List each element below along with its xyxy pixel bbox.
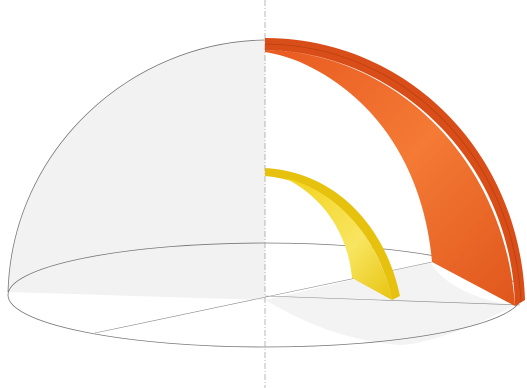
orange-edge [264, 43, 522, 303]
dome-outline [7, 39, 266, 293]
yellow-face [285, 178, 392, 300]
floor-shade [265, 262, 515, 345]
orange-face [265, 50, 515, 306]
base-line [264, 295, 521, 306]
dome-shade [8, 40, 265, 300]
yellow-rim [265, 168, 400, 300]
